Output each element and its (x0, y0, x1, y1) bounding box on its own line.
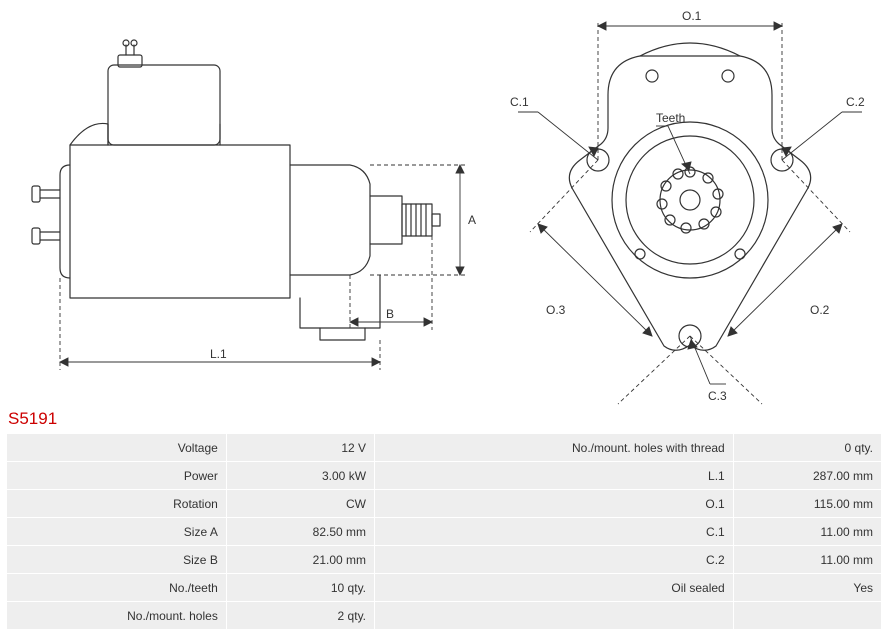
dim-label-o2: O.2 (810, 303, 830, 317)
dim-label-c2: C.2 (846, 95, 865, 109)
spec-row: Size B21.00 mmC.211.00 mm (7, 546, 881, 573)
spec-label: Rotation (7, 490, 226, 517)
spec-label: Oil sealed (375, 574, 733, 601)
spec-label: Power (7, 462, 226, 489)
spec-value: 2 qty. (227, 602, 374, 629)
spec-value: 11.00 mm (734, 546, 881, 573)
dim-label-b: B (386, 307, 394, 321)
spec-label: O.1 (375, 490, 733, 517)
dim-label-c1: C.1 (510, 95, 529, 109)
dim-label-l1: L.1 (210, 347, 227, 361)
spec-table: Voltage12 VNo./mount. holes with thread0… (6, 433, 882, 630)
spec-value: Yes (734, 574, 881, 601)
spec-label (375, 602, 733, 629)
spec-label: No./teeth (7, 574, 226, 601)
spec-label: Size A (7, 518, 226, 545)
spec-value: 21.00 mm (227, 546, 374, 573)
spec-row: No./mount. holes2 qty. (7, 602, 881, 629)
spec-label: C.2 (375, 546, 733, 573)
spec-row: Size A82.50 mmC.111.00 mm (7, 518, 881, 545)
spec-row: Power3.00 kWL.1287.00 mm (7, 462, 881, 489)
spec-row: RotationCWO.1115.00 mm (7, 490, 881, 517)
spec-label: No./mount. holes (7, 602, 226, 629)
spec-value (734, 602, 881, 629)
spec-label: Size B (7, 546, 226, 573)
dim-label-c3: C.3 (708, 389, 727, 403)
dim-label-o1: O.1 (682, 9, 702, 23)
spec-value: CW (227, 490, 374, 517)
spec-value: 11.00 mm (734, 518, 881, 545)
spec-label: L.1 (375, 462, 733, 489)
spec-label: C.1 (375, 518, 733, 545)
diagram-side-view: A B L.1 (0, 0, 490, 405)
dim-label-teeth: Teeth (656, 111, 685, 125)
spec-row: Voltage12 VNo./mount. holes with thread0… (7, 434, 881, 461)
spec-label: No./mount. holes with thread (375, 434, 733, 461)
spec-value: 0 qty. (734, 434, 881, 461)
spec-value: 3.00 kW (227, 462, 374, 489)
spec-value: 287.00 mm (734, 462, 881, 489)
spec-value: 82.50 mm (227, 518, 374, 545)
spec-table-body: Voltage12 VNo./mount. holes with thread0… (7, 434, 881, 629)
part-code: S5191 (8, 409, 889, 429)
spec-row: No./teeth10 qty.Oil sealedYes (7, 574, 881, 601)
dim-label-o3: O.3 (546, 303, 566, 317)
diagram-face-view: O.1 O.2 O.3 (490, 0, 889, 405)
dim-label-a: A (468, 213, 476, 227)
spec-value: 115.00 mm (734, 490, 881, 517)
spec-value: 10 qty. (227, 574, 374, 601)
diagrams-area: A B L.1 (0, 0, 889, 405)
spec-label: Voltage (7, 434, 226, 461)
spec-value: 12 V (227, 434, 374, 461)
